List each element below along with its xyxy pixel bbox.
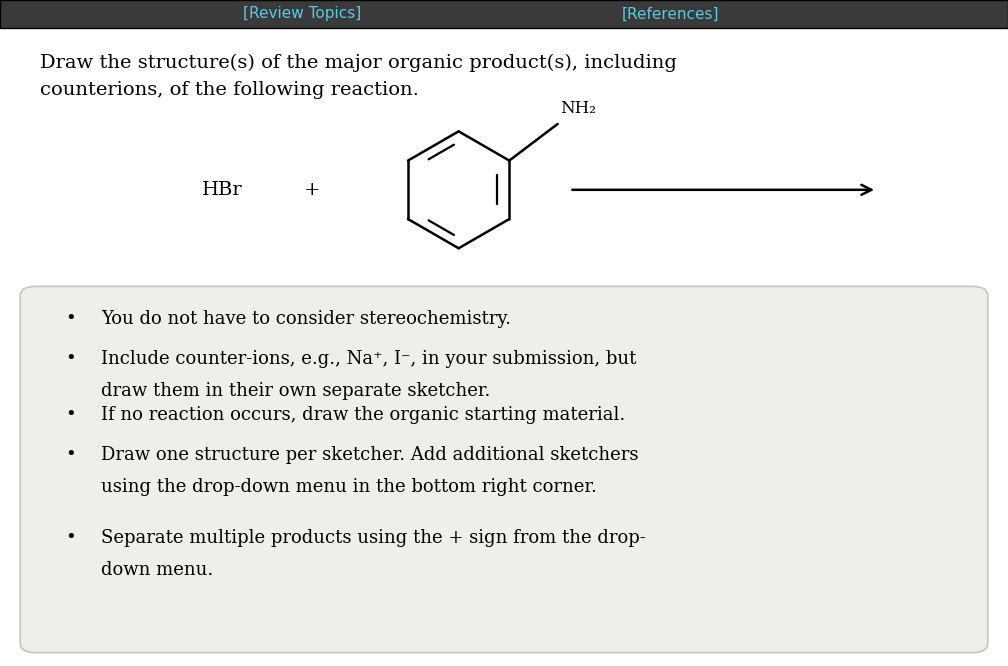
Text: •: • <box>66 529 77 547</box>
FancyBboxPatch shape <box>0 0 1008 28</box>
FancyBboxPatch shape <box>20 286 988 653</box>
Text: using the drop-down menu in the bottom right corner.: using the drop-down menu in the bottom r… <box>101 478 597 496</box>
Text: down menu.: down menu. <box>101 561 213 579</box>
Text: If no reaction occurs, draw the organic starting material.: If no reaction occurs, draw the organic … <box>101 406 625 424</box>
Text: Include counter-ions, e.g., Na⁺, I⁻, in your submission, but: Include counter-ions, e.g., Na⁺, I⁻, in … <box>101 350 636 368</box>
Text: +: + <box>304 180 321 199</box>
Text: •: • <box>66 446 77 464</box>
Text: Draw one structure per sketcher. Add additional sketchers: Draw one structure per sketcher. Add add… <box>101 446 638 464</box>
Text: [Review Topics]: [Review Topics] <box>243 7 362 21</box>
Text: •: • <box>66 406 77 424</box>
Text: HBr: HBr <box>202 180 242 199</box>
Text: Separate multiple products using the + sign from the drop-: Separate multiple products using the + s… <box>101 529 645 547</box>
Text: counterions, of the following reaction.: counterions, of the following reaction. <box>40 81 419 99</box>
Text: [References]: [References] <box>622 7 719 21</box>
Text: •: • <box>66 310 77 328</box>
Text: •: • <box>66 350 77 368</box>
Text: NH₂: NH₂ <box>559 101 596 117</box>
Text: You do not have to consider stereochemistry.: You do not have to consider stereochemis… <box>101 310 511 328</box>
Text: draw them in their own separate sketcher.: draw them in their own separate sketcher… <box>101 382 490 400</box>
Text: Draw the structure(s) of the major organic product(s), including: Draw the structure(s) of the major organ… <box>40 54 677 73</box>
